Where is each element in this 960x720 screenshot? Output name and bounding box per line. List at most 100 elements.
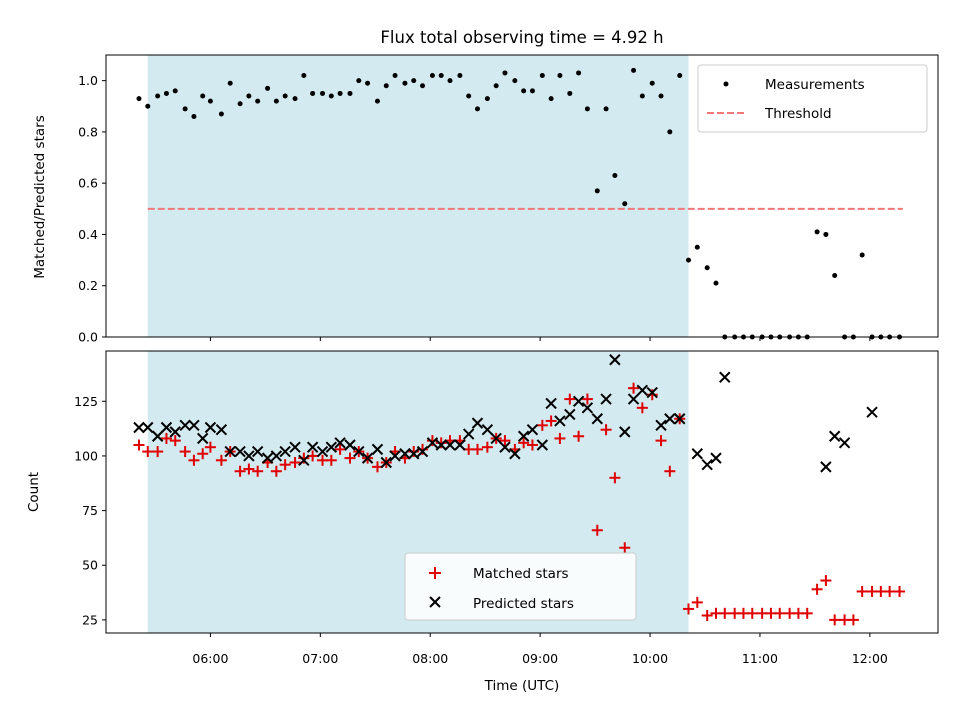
predicted-star-point: [471, 417, 484, 429]
measurement-point: [237, 101, 243, 107]
predicted-star-point: [197, 432, 209, 445]
legend-measurements-marker: [723, 81, 729, 87]
measurement-point: [576, 70, 582, 76]
predicted-star-point: [435, 439, 447, 451]
predicted-star-point: [334, 437, 346, 449]
matched-star-point: [518, 437, 530, 449]
predicted-star-point: [517, 430, 530, 442]
measurement-point: [594, 188, 600, 194]
measurement-point: [182, 106, 188, 112]
predicted-star-point: [371, 443, 384, 456]
measurement-point: [218, 111, 224, 117]
x-tick-label: 09:00: [522, 651, 558, 666]
predicted-star-point: [306, 441, 319, 453]
measurement-point: [328, 93, 334, 99]
measurement-point: [200, 93, 206, 99]
matched-star-point: [481, 441, 493, 453]
measurement-point: [457, 73, 463, 79]
bottom-axes-frame: [105, 350, 939, 634]
matched-star-point: [600, 424, 612, 436]
predicted-star-point: [215, 423, 228, 436]
matched-star-point: [774, 607, 786, 619]
predicted-star-point: [828, 430, 841, 442]
predicted-star-point: [325, 441, 338, 453]
matched-star-point: [801, 607, 813, 619]
predicted-star-point: [261, 452, 274, 464]
matched-star-point: [691, 596, 703, 608]
predicted-star-point: [627, 393, 640, 405]
x-tick-label: 11:00: [742, 651, 778, 666]
predicted-star-point: [866, 406, 878, 418]
measurement-point: [347, 90, 353, 96]
measurement-point: [429, 73, 435, 79]
measurement-point: [402, 80, 408, 86]
predicted-star-point: [179, 419, 191, 432]
predicted-star-point: [454, 439, 466, 451]
matched-star-point: [435, 437, 447, 449]
top-x-ticks: [209, 337, 871, 341]
matched-star-point: [719, 607, 731, 619]
matched-star-point: [298, 452, 310, 464]
measurement-point: [438, 73, 444, 79]
matched-star-point: [133, 439, 145, 451]
x-tick-label: 06:00: [192, 651, 228, 666]
predicted-star-point: [545, 397, 557, 410]
measurement-point: [639, 93, 645, 99]
bottom-panel: 25 50 75 100 125 06:00 07:00 08:00 09:00 10:00 11…: [26, 350, 939, 694]
legend-threshold-label: Threshold: [764, 106, 832, 122]
measurement-point: [310, 90, 316, 96]
matched-star-point: [279, 459, 291, 471]
bottom-y-tick-label: 100: [74, 448, 98, 463]
measurement-point: [145, 103, 151, 109]
predicted-star-point: [151, 430, 164, 442]
matched-star-point: [884, 585, 896, 597]
matched-star-point: [344, 452, 356, 464]
measurement-point: [814, 229, 820, 235]
measurement-point: [420, 83, 426, 89]
measurement-point: [493, 83, 499, 89]
matched-star-point: [289, 456, 301, 468]
measurement-point: [557, 73, 563, 79]
predicted-star-point: [380, 456, 392, 469]
predicted-star-point: [251, 445, 264, 458]
top-y-ticks: 0.0 0.2 0.4 0.6 0.8 1.0: [78, 73, 106, 345]
matched-star-point: [554, 432, 566, 444]
predicted-star-point: [554, 415, 566, 427]
predicted-star-point: [674, 413, 686, 425]
measurement-point: [136, 96, 142, 102]
measurement-point: [207, 98, 213, 104]
measurement-point: [301, 73, 307, 79]
legend-measurements-label: Measurements: [765, 77, 865, 93]
predicted-star-point: [701, 458, 713, 471]
predicted-star-point: [243, 450, 255, 462]
measurement-point: [484, 96, 490, 102]
matched-star-point: [215, 454, 227, 466]
matched-star-point: [471, 443, 483, 455]
x-tick-label: 12:00: [852, 651, 888, 666]
predicted-star-point: [188, 419, 200, 432]
bottom-y-tick-label: 25: [82, 612, 98, 627]
matched-star-point: [152, 446, 164, 458]
measurement-point: [677, 73, 683, 79]
legend-matched-label: Matched stars: [473, 566, 569, 582]
matched-star-point: [628, 382, 640, 394]
matched-star-point: [334, 443, 346, 455]
matched-star-point: [536, 419, 548, 431]
matched-star-point: [243, 463, 255, 475]
top-y-axis-label: Matched/Predicted stars: [32, 115, 48, 278]
predicted-star-point: [490, 432, 502, 445]
matched-star-point: [169, 435, 181, 447]
matched-star-point: [188, 454, 200, 466]
predicted-star-point: [224, 445, 236, 458]
bottom-legend: Matched stars Predicted stars: [404, 552, 637, 621]
matched-star-point: [179, 446, 191, 458]
matched-star-point: [683, 603, 695, 615]
matched-star-point: [234, 465, 246, 477]
measurement-point: [227, 80, 233, 86]
measurement-point: [603, 106, 609, 112]
predicted-star-point: [462, 428, 475, 440]
predicted-star-point: [691, 448, 704, 460]
x-tick-label: 07:00: [302, 651, 338, 666]
predicted-star-point: [399, 448, 411, 460]
